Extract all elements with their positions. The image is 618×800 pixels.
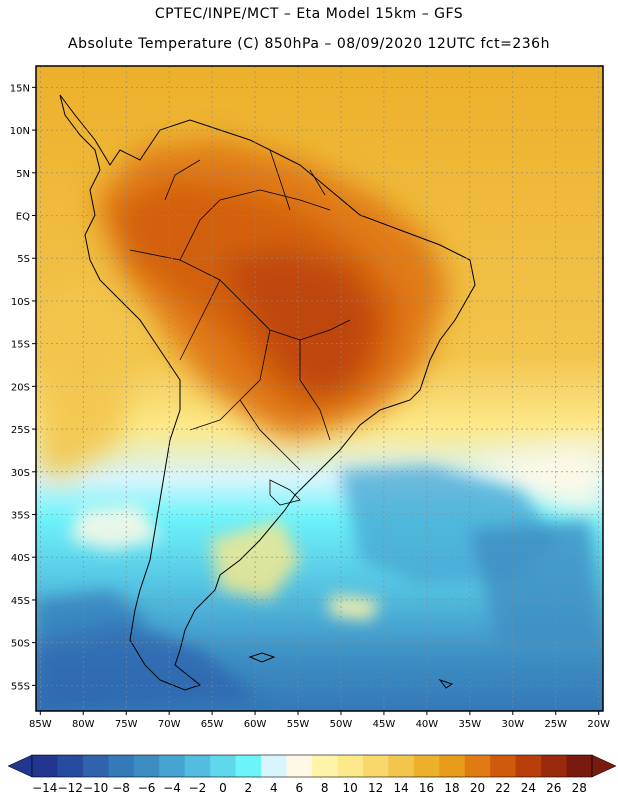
lon-tick-label: 85W [29, 719, 52, 730]
lat-tick-label: 15S [11, 340, 30, 351]
colorbar-label: 26 [546, 781, 561, 795]
lat-tick-label: 5S [17, 254, 30, 265]
colorbar-label: 12 [368, 781, 383, 795]
colorbar-swatch [490, 755, 517, 777]
island [438, 679, 454, 689]
colorbar-label: 16 [419, 781, 434, 795]
lon-tick-label: 70W [158, 719, 181, 730]
colorbar-frame [31, 754, 593, 778]
colorbar-swatch [235, 755, 262, 777]
colorbar-label: −10 [83, 781, 108, 795]
colorbar-label: 4 [270, 781, 278, 795]
lon-tick-label: 45W [373, 719, 396, 730]
map-frame [35, 65, 604, 712]
colorbar-swatch [133, 755, 160, 777]
colorbar: −14 −12 −10 −8 −6 −4 −2 0 2 4 6 8 10 12 14 16 18 20 22 24 26… [7, 754, 617, 795]
lat-tick-label: 50S [11, 639, 30, 650]
colorbar-swatch [515, 755, 542, 777]
colorbar-swatch [184, 755, 211, 777]
lat-tick-label: 5N [16, 169, 30, 180]
lat-tick-label: EQ [16, 212, 30, 223]
lat-tick-label: 35S [11, 511, 30, 522]
colorbar-swatch [286, 755, 313, 777]
colorbar-swatch [261, 755, 288, 777]
colorbar-label: 10 [343, 781, 358, 795]
lat-tick-label: 45S [11, 596, 30, 607]
colorbar-swatch [362, 755, 389, 777]
colorbar-swatch [388, 755, 415, 777]
lat-tick-label: 15N [10, 83, 30, 94]
colorbar-label: 28 [572, 781, 587, 795]
colorbar-swatch [57, 755, 84, 777]
lat-tick-label: 30S [11, 468, 30, 479]
lat-tick-label: 20S [11, 382, 30, 393]
longitude-axis: 85W 80W 75W 70W 65W 60W 55W 50W 45W 40W 35W 30W 25W 2… [29, 711, 610, 730]
latitude-axis: 15N 10N 5N EQ 5S 10S 15S 20S 25S 30S 35S 40S 45S 50S 5… [10, 83, 36, 692]
colorbar-swatch [210, 755, 237, 777]
colorbar-swatch [439, 755, 466, 777]
island [248, 652, 276, 663]
title-line-2: Absolute Temperature (C) 850hPa – 08/09/… [68, 36, 550, 52]
colorbar-swatch [312, 755, 338, 777]
lon-tick-label: 25W [544, 719, 567, 730]
colorbar-swatch [413, 755, 440, 777]
lat-tick-label: 25S [11, 425, 30, 436]
colorbar-label: 6 [295, 781, 303, 795]
lon-tick-label: 50W [330, 719, 353, 730]
colorbar-label: −8 [112, 781, 130, 795]
lon-tick-label: 20W [587, 719, 610, 730]
colorbar-label: 18 [444, 781, 459, 795]
colorbar-swatch [566, 755, 593, 777]
colorbar-label: 14 [393, 781, 408, 795]
coastline [59, 94, 476, 691]
colorbar-label: 20 [470, 781, 485, 795]
colorbar-label: 0 [219, 781, 227, 795]
colorbar-right-arrow [591, 754, 617, 778]
colorbar-swatch [32, 755, 58, 777]
lon-tick-label: 35W [459, 719, 482, 730]
temperature-field [36, 66, 603, 711]
lon-tick-label: 80W [72, 719, 95, 730]
colorbar-label: −4 [163, 781, 181, 795]
colorbar-swatch [337, 755, 364, 777]
lon-tick-label: 60W [244, 719, 267, 730]
colorbar-swatch [82, 755, 109, 777]
lon-tick-label: 55W [287, 719, 310, 730]
lat-tick-label: 55S [11, 681, 30, 692]
colorbar-label: 22 [495, 781, 510, 795]
colorbar-label: −14 [32, 781, 57, 795]
colorbar-left-arrow [7, 754, 33, 778]
lat-tick-label: 40S [11, 553, 30, 564]
lon-tick-label: 65W [201, 719, 224, 730]
lat-tick-label: 10S [11, 297, 30, 308]
colorbar-swatch [464, 755, 491, 777]
lon-tick-label: 75W [115, 719, 138, 730]
colorbar-swatch [159, 755, 186, 777]
colorbar-label: 8 [321, 781, 329, 795]
lon-tick-label: 30W [501, 719, 524, 730]
country-borders [129, 149, 351, 506]
colorbar-label: 2 [245, 781, 253, 795]
colorbar-label: −2 [189, 781, 207, 795]
colorbar-label: 24 [521, 781, 536, 795]
colorbar-swatch [108, 755, 135, 777]
colorbar-label: −12 [58, 781, 83, 795]
lat-tick-label: 10N [10, 126, 30, 137]
colorbar-label: −6 [138, 781, 156, 795]
colorbar-swatch [541, 755, 568, 777]
lon-tick-label: 40W [416, 719, 439, 730]
title-line-1: CPTEC/INPE/MCT – Eta Model 15km – GFS [154, 6, 464, 22]
